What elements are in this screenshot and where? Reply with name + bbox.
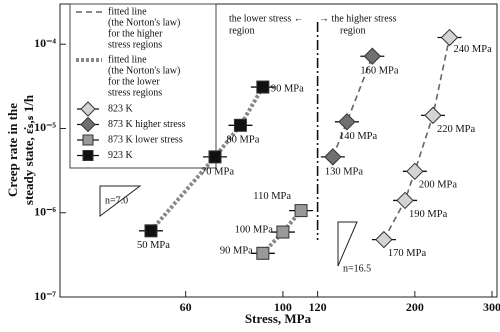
point bbox=[424, 106, 442, 125]
point-label: 90 MPa bbox=[220, 246, 253, 257]
point bbox=[208, 150, 222, 164]
point-label: 80 MPa bbox=[226, 135, 259, 146]
y-tick-label: 10⁻⁶ bbox=[34, 204, 56, 218]
x-tick-label: 300 bbox=[483, 300, 500, 314]
legend-label: for the higher bbox=[108, 28, 163, 39]
region-label: → the higher stress bbox=[319, 13, 397, 24]
y-axis-title: steady state, ε̇ₛ,ₛ 1/h bbox=[21, 94, 36, 205]
legend-label: 873 K lower stress bbox=[108, 134, 183, 145]
slope-label: n=7.0 bbox=[105, 195, 128, 206]
plot-frame bbox=[59, 3, 498, 298]
point bbox=[440, 28, 459, 47]
legend-label: for the lower bbox=[108, 76, 160, 87]
region-label: region bbox=[229, 25, 255, 36]
point bbox=[276, 225, 290, 239]
slope-triangle bbox=[337, 221, 358, 267]
point bbox=[375, 230, 393, 249]
fit-line bbox=[149, 86, 265, 233]
point bbox=[338, 113, 356, 131]
point-label: 50 MPa bbox=[137, 240, 170, 251]
point-label: 100 MPa bbox=[235, 224, 274, 235]
point-label: 240 MPa bbox=[454, 44, 493, 55]
region-label: region bbox=[340, 25, 366, 36]
x-axis-title: Stress, MPa bbox=[245, 311, 312, 326]
point bbox=[294, 204, 308, 218]
legend-label: (the Norton's law) bbox=[108, 65, 180, 76]
point-label: 220 MPa bbox=[437, 124, 476, 135]
point bbox=[144, 224, 158, 238]
legend-marker bbox=[82, 134, 94, 146]
point-label: 110 MPa bbox=[253, 191, 291, 202]
y-tick-label: 10⁻⁷ bbox=[34, 289, 56, 303]
legend-label: 873 K higher stress bbox=[108, 119, 186, 130]
legend-label: stress regions bbox=[108, 87, 162, 98]
legend-label: fitted line bbox=[108, 54, 147, 65]
legend-marker bbox=[80, 116, 96, 133]
x-tick-label: 60 bbox=[180, 300, 192, 314]
point-label: 90 MPa bbox=[271, 83, 304, 94]
legend-box bbox=[69, 3, 217, 169]
point-label: 160 MPa bbox=[360, 66, 399, 77]
point-label: 200 MPa bbox=[419, 180, 458, 191]
point-label: 170 MPa bbox=[388, 248, 427, 259]
point-label: 140 MPa bbox=[339, 131, 378, 142]
x-tick-label: 100 bbox=[274, 300, 292, 314]
slope-label: n=16.5 bbox=[343, 263, 371, 274]
fit-line bbox=[332, 55, 374, 158]
legend-marker bbox=[80, 101, 96, 117]
point bbox=[406, 162, 424, 181]
y-axis-title: Creep rate in the bbox=[5, 103, 20, 197]
point-label: 190 MPa bbox=[409, 209, 448, 220]
legend-marker bbox=[82, 150, 94, 161]
region-label: the lower stress ← bbox=[229, 13, 304, 24]
x-tick-label: 200 bbox=[406, 300, 424, 314]
y-tick-label: 10⁻⁴ bbox=[34, 36, 56, 50]
fit-line bbox=[261, 209, 303, 255]
slope-triangle bbox=[99, 185, 142, 217]
legend-label: stress regions bbox=[108, 39, 162, 50]
point bbox=[363, 47, 382, 65]
x-tick-label: 120 bbox=[309, 300, 327, 314]
point bbox=[256, 246, 270, 260]
point bbox=[233, 118, 247, 132]
point bbox=[256, 80, 270, 94]
legend-label: 823 K bbox=[108, 103, 134, 114]
point bbox=[396, 191, 414, 210]
y-tick-label: 10⁻⁵ bbox=[34, 120, 56, 134]
legend-label: 923 K bbox=[108, 150, 134, 161]
point bbox=[324, 148, 342, 166]
point-label: 130 MPa bbox=[325, 166, 364, 177]
legend-label: fitted line bbox=[108, 6, 147, 17]
legend-label: (the Norton's law) bbox=[108, 17, 180, 28]
point-label: 70 MPa bbox=[201, 166, 234, 177]
